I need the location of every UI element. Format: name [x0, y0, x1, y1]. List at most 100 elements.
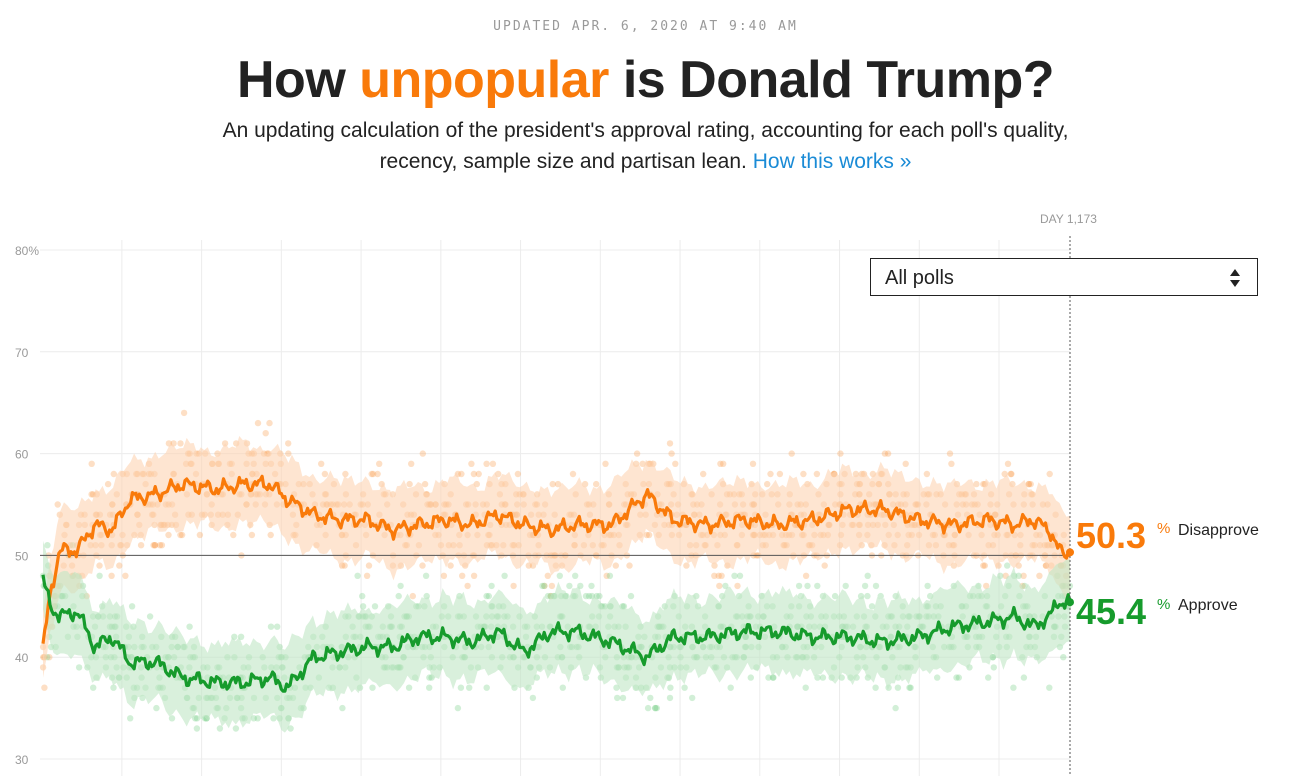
disapprove-poll-dot — [711, 562, 718, 569]
title-highlight: unpopular — [359, 51, 609, 109]
disapprove-poll-dot — [459, 572, 466, 579]
disapprove-poll-dot — [483, 460, 490, 467]
y-tick-label: 30 — [15, 753, 29, 767]
approve-poll-dot — [75, 664, 83, 671]
disapprove-poll-dot — [1025, 480, 1033, 488]
disapprove-poll-dot — [902, 460, 909, 467]
disapprove-poll-dot — [541, 582, 548, 590]
disapprove-poll-dot — [1008, 470, 1015, 478]
poll-filter-value: All polls — [885, 267, 954, 289]
disapprove-poll-dot — [514, 470, 522, 478]
approve-poll-dot — [457, 684, 465, 691]
disapprove-poll-dot — [165, 440, 173, 447]
disapprove-poll-dot — [554, 480, 562, 488]
how-this-works-link[interactable]: How this works » — [752, 150, 912, 173]
disapprove-poll-dot — [369, 470, 377, 478]
approve-poll-dot — [270, 715, 277, 722]
disapprove-poll-dot — [1020, 572, 1027, 579]
approve-percent-symbol: % — [1157, 596, 1171, 613]
disapprove-poll-dot — [108, 572, 115, 579]
approve-poll-dot — [153, 704, 160, 712]
poll-filter-select[interactable]: All polls — [870, 258, 1258, 296]
disapprove-poll-dot — [266, 419, 273, 427]
approve-poll-dot — [582, 674, 590, 681]
approve-poll-dot — [614, 694, 621, 702]
approve-poll-dot — [644, 704, 652, 712]
approve-poll-dot — [572, 572, 579, 579]
approve-poll-dot — [1046, 684, 1053, 691]
disapprove-poll-dot — [285, 440, 292, 447]
disapprove-poll-dot — [321, 470, 329, 478]
approve-poll-dot — [894, 684, 902, 691]
approve-poll-dot — [924, 582, 931, 590]
disapprove-poll-dot — [151, 542, 159, 549]
approve-poll-dot — [110, 684, 117, 691]
disapprove-poll-dot — [363, 572, 371, 579]
approve-poll-dot — [872, 582, 880, 590]
approve-poll-dot — [588, 582, 595, 590]
approve-poll-dot — [287, 725, 294, 732]
disapprove-poll-dot — [137, 542, 145, 549]
disapprove-poll-dot — [593, 480, 600, 488]
approve-poll-dot — [232, 725, 240, 732]
disapprove-poll-dot — [489, 460, 497, 467]
approve-poll-dot — [619, 603, 626, 610]
approve-poll-dot — [747, 674, 754, 681]
approve-poll-dot — [652, 704, 659, 712]
title-post: is Donald Trump? — [608, 51, 1055, 109]
disapprove-poll-dot — [983, 582, 990, 590]
disapprove-poll-dot — [1036, 572, 1043, 579]
disapprove-end-point — [1066, 548, 1074, 557]
approve-poll-dot — [955, 674, 962, 681]
approve-poll-dot — [861, 582, 869, 590]
disapprove-poll-dot — [165, 531, 172, 539]
approve-poll-dot — [254, 715, 261, 722]
approve-poll-dot — [990, 664, 997, 671]
approve-end-point — [1066, 598, 1074, 607]
disapprove-poll-dot — [54, 501, 61, 508]
disapprove-poll-dot — [884, 450, 892, 457]
disapprove-poll-dot — [248, 531, 256, 539]
approve-poll-dot — [454, 704, 462, 712]
approve-poll-dot — [872, 684, 879, 691]
approve-poll-dot — [1060, 654, 1067, 661]
approve-poll-dot — [802, 684, 809, 691]
trend-lines — [40, 474, 1072, 693]
uncertainty-bands — [43, 436, 1070, 733]
disapprove-poll-dot — [458, 470, 465, 478]
y-axis-ticks: 80% 70 60 50 40 30 — [15, 244, 39, 767]
approve-poll-dot — [765, 674, 772, 681]
approve-poll-dot — [953, 674, 960, 681]
disapprove-poll-dot — [923, 470, 931, 478]
disapprove-poll-dot — [973, 480, 980, 488]
disapprove-poll-dot — [122, 572, 129, 579]
disapprove-poll-dot — [612, 562, 619, 569]
approve-poll-dot — [1020, 674, 1028, 681]
disapprove-poll-dot — [156, 542, 164, 549]
disapprove-poll-dot — [1025, 480, 1032, 488]
disapprove-poll-dot — [767, 470, 774, 478]
disapprove-poll-dot — [374, 470, 381, 478]
approve-poll-dot — [397, 582, 404, 590]
disapprove-poll-dot — [749, 460, 757, 467]
disapprove-poll-dot — [376, 460, 383, 467]
approve-poll-dot — [541, 582, 548, 590]
y-tick-label: 70 — [15, 346, 29, 360]
y-tick-label: 80% — [15, 244, 39, 258]
disapprove-poll-dot — [150, 542, 157, 549]
approve-poll-dot — [250, 715, 257, 722]
approval-chart: 80% 70 60 50 40 30 DAY 1,173 — [15, 212, 1097, 776]
approve-poll-dot — [831, 592, 839, 600]
disapprove-poll-dot — [881, 450, 889, 457]
disapprove-poll-dot — [41, 684, 48, 691]
approve-poll-dot — [667, 684, 674, 691]
subtitle: An updating calculation of the president… — [140, 115, 1151, 177]
current-day-marker: DAY 1,173 — [1040, 212, 1097, 776]
disapprove-poll-dot — [668, 450, 675, 457]
approve-poll-dot — [736, 572, 744, 579]
approve-poll-dot — [359, 592, 366, 600]
approve-poll-dot — [405, 684, 413, 691]
disapprove-poll-dot — [267, 531, 274, 539]
disapprove-poll-dot — [177, 440, 184, 447]
approve-poll-dot — [488, 582, 495, 590]
